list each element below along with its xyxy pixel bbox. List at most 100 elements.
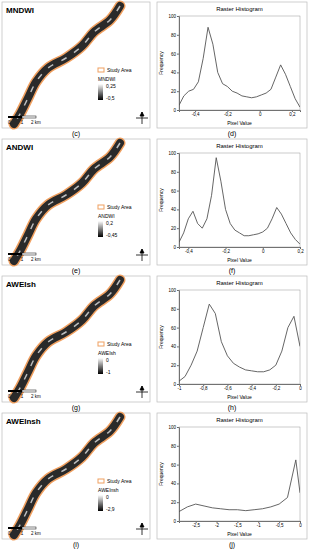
y-tick-label: 40 (171, 207, 177, 212)
y-axis-label: Frequency (158, 188, 164, 212)
y-tick-mark (177, 309, 179, 310)
x-tick: -0,4 (185, 247, 193, 254)
y-tick-label: 20 (171, 500, 177, 505)
x-axis-line (180, 385, 301, 387)
panel-label: (h) (228, 404, 237, 412)
x-tick-label: -0,4 (192, 112, 200, 117)
legend-gradient (98, 221, 103, 237)
x-tick-label: -0,5 (276, 523, 284, 528)
x-tick-label: 0,2 (297, 249, 304, 254)
y-tick: 0 (173, 382, 179, 387)
scale-seg (22, 253, 36, 255)
legend-gradient (98, 84, 103, 100)
legend-swatch (98, 479, 104, 483)
y-tick-mark (177, 446, 179, 447)
x-tick: -2,5 (192, 521, 200, 528)
scale-label: 2 km (31, 120, 41, 125)
panel-label: (j) (229, 541, 235, 549)
x-tick-label: 0 (262, 249, 265, 254)
scale-seg (22, 527, 36, 529)
legend-max: 0 (106, 357, 109, 363)
north-arrow (136, 523, 148, 535)
north-arrow (136, 249, 148, 261)
legend-label: Study Area (107, 204, 132, 210)
y-tick: 20 (171, 226, 179, 231)
y-tick-label: 100 (168, 151, 176, 156)
plot-area (179, 27, 300, 107)
x-tick: -0,4 (248, 384, 256, 391)
study-area-outline (14, 143, 120, 261)
plot-area (179, 304, 300, 381)
legend-min: -1 (106, 369, 111, 375)
river-raster (14, 143, 120, 261)
scale-label: 2 km (31, 394, 41, 399)
histogram-panel: Raster Histogram-0,4-0,200,2020406080100… (157, 139, 307, 265)
scale-seg (8, 527, 22, 529)
y-tick: 60 (171, 463, 179, 468)
y-axis: 020406080100 (168, 288, 179, 387)
x-tick: 0,2 (289, 110, 296, 117)
x-axis-label: Pixel Value (227, 531, 252, 537)
x-tick: -0,8 (200, 384, 208, 391)
x-tick-label: -0,2 (272, 386, 280, 391)
x-tick-label: -1,5 (234, 523, 242, 528)
y-tick: 80 (171, 444, 179, 449)
y-tick: 100 (168, 151, 179, 156)
x-axis-label: Pixel Value (227, 257, 252, 263)
scale-label: 0 (8, 531, 11, 536)
y-tick-mark (177, 521, 179, 522)
y-tick: 100 (168, 14, 179, 19)
x-tick: 0 (262, 247, 265, 254)
x-tick: 0 (299, 521, 302, 528)
y-tick-mark (177, 16, 179, 17)
histogram-line (179, 27, 300, 107)
panel-frame (157, 2, 307, 128)
x-tick-label: -2,5 (192, 523, 200, 528)
plot-frame (179, 427, 300, 521)
scale-label: 0 (8, 394, 11, 399)
y-tick-mark (177, 209, 179, 210)
scale-label: 0 (8, 120, 11, 125)
scale-label: 1 (21, 257, 24, 262)
panel-frame (2, 2, 150, 128)
legend-min: -2,9 (106, 506, 115, 512)
histogram-panel: Raster Histogram-0,4-0,200,2020406080100… (157, 2, 307, 128)
x-tick-label: -0,4 (185, 249, 193, 254)
scale-label: 2 km (31, 257, 41, 262)
y-tick-label: 60 (171, 326, 177, 331)
x-tick: -2 (215, 521, 219, 528)
legend-swatch (98, 342, 104, 346)
y-tick-mark (177, 228, 179, 229)
x-tick-label: -0,2 (224, 112, 232, 117)
study-area-outline (14, 417, 120, 535)
map-panel: MNDWIStudy AreaMNDWI0,25-0,5012 km (2, 2, 150, 128)
y-tick-label: 80 (171, 170, 177, 175)
x-tick-label: -2 (215, 523, 219, 528)
x-tick: -1,5 (234, 521, 242, 528)
panel-frame (157, 276, 307, 402)
x-tick-label: 0 (299, 523, 302, 528)
y-axis-label: Frequency (158, 325, 164, 349)
x-tick: -0,2 (222, 247, 230, 254)
chart-title: Raster Histogram (216, 143, 263, 149)
panel-label: (g) (72, 404, 81, 412)
legend-swatch (98, 205, 104, 209)
y-tick-label: 0 (173, 519, 176, 524)
plot-area (179, 460, 300, 512)
y-tick-mark (177, 153, 179, 154)
y-tick-label: 0 (173, 382, 176, 387)
scale-bar: 012 km (8, 253, 41, 262)
y-tick-mark (177, 346, 179, 347)
y-tick-label: 60 (171, 189, 177, 194)
scale-label: 1 (21, 394, 24, 399)
y-tick-label: 80 (171, 444, 177, 449)
y-tick: 80 (171, 170, 179, 175)
plot-area (179, 158, 300, 244)
map-panel: AWEIshStudy AreaAWEIsh0-1012 km (2, 276, 150, 402)
scale-seg (22, 390, 36, 392)
river-water (14, 6, 120, 124)
scale-bar: 0 1 2 km (8, 390, 41, 399)
scale-label: 2 km (31, 531, 41, 536)
plot-frame (179, 290, 300, 384)
legend-max: 0,2 (106, 220, 113, 226)
